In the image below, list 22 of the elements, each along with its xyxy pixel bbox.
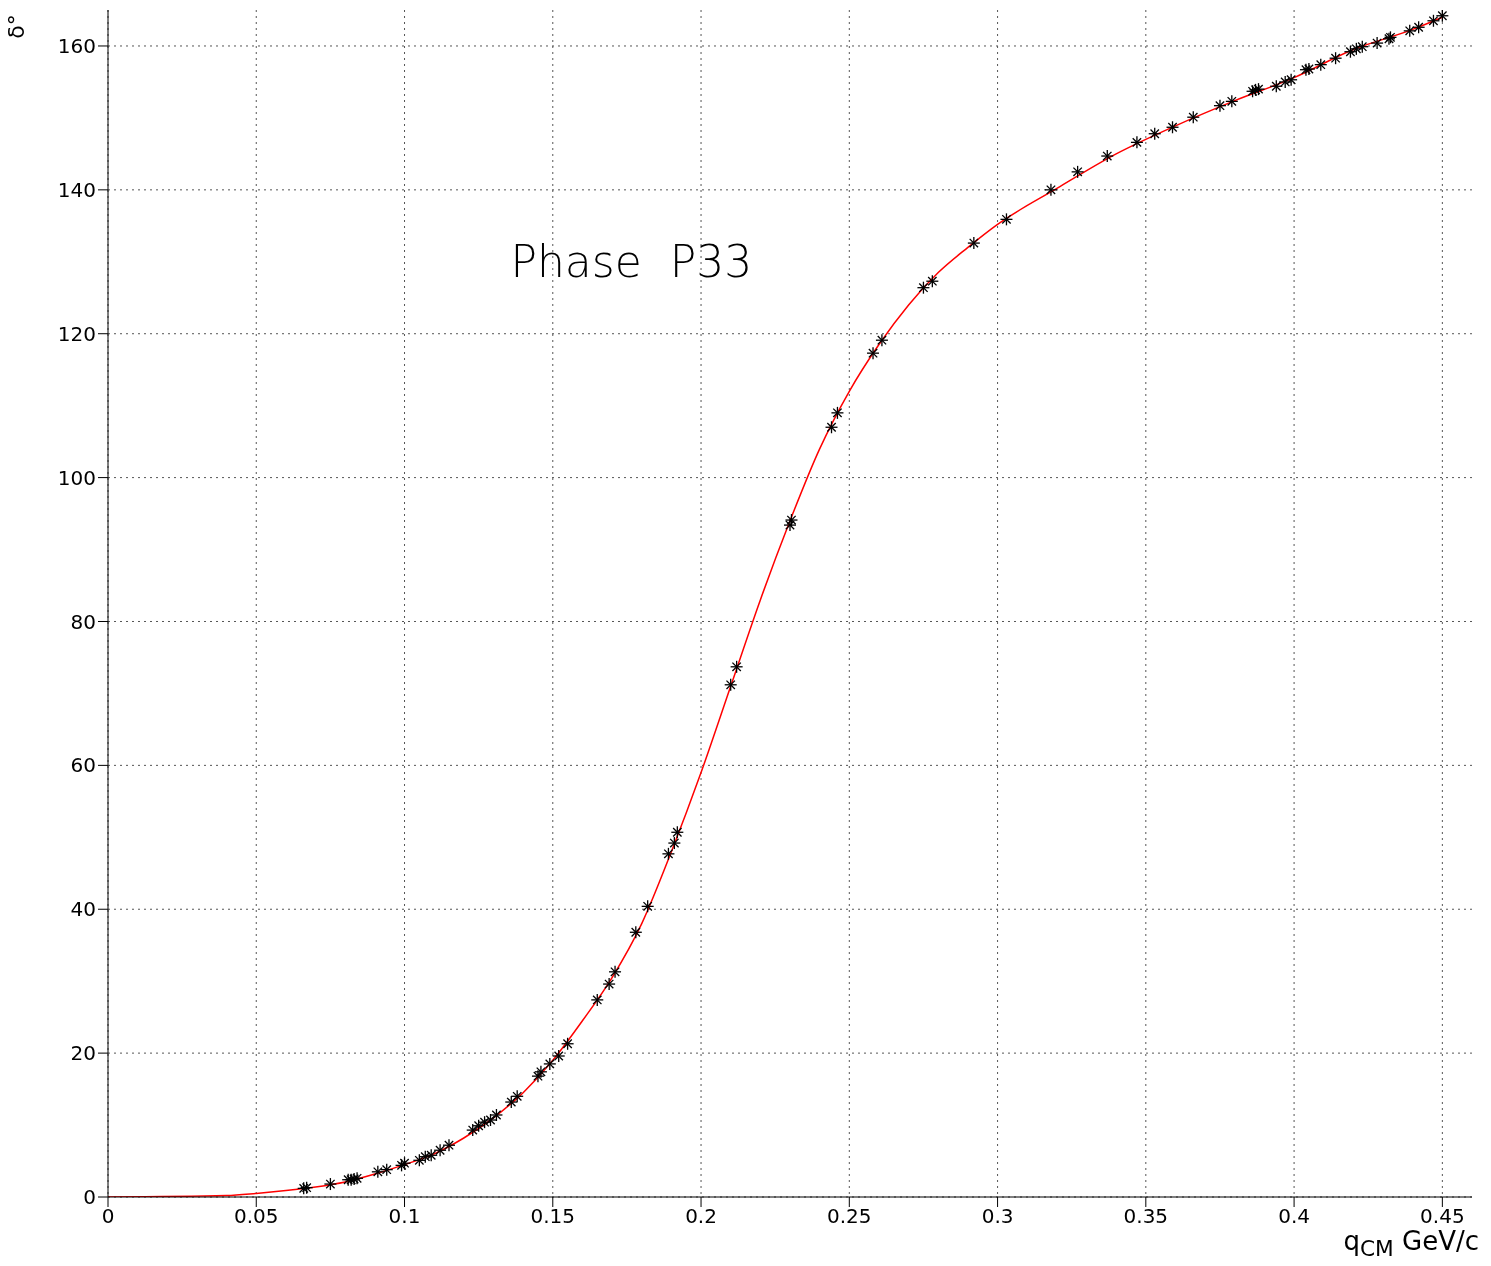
y-tick-label: 20 <box>70 1041 96 1066</box>
x-tick-label: 0.45 <box>1420 1204 1465 1229</box>
x-tick-label: 0.25 <box>827 1204 872 1229</box>
y-tick-label: 60 <box>70 753 96 778</box>
y-tick-label: 140 <box>57 177 96 202</box>
y-tick-label: 0 <box>83 1185 96 1210</box>
x-tick-label: 0.4 <box>1278 1204 1310 1229</box>
x-tick-label: 0 <box>101 1204 115 1229</box>
x-axis-title: q$_{CM}$ GeV/c <box>1343 1226 1479 1262</box>
y-tick-label: 40 <box>70 897 96 922</box>
y-axis-title: δ° <box>3 14 29 39</box>
x-tick-label: 0.15 <box>530 1204 576 1229</box>
y-tick-label: 160 <box>57 34 96 59</box>
x-tick-label: 0.1 <box>388 1204 421 1229</box>
y-tick-label: 80 <box>70 609 96 634</box>
y-tick-label: 100 <box>57 465 96 490</box>
y-tick-label: 120 <box>57 321 96 346</box>
x-tick-label: 0.35 <box>1123 1204 1169 1229</box>
x-tick-label: 0.3 <box>981 1204 1014 1229</box>
annotation: Phase P33 <box>510 235 753 287</box>
x-tick-label: 0.05 <box>234 1204 279 1229</box>
x-tick-label: 0.2 <box>685 1204 717 1229</box>
